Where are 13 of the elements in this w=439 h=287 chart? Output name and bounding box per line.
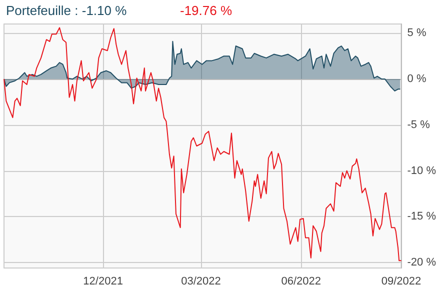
y-tick-label: -20 % [407, 256, 436, 268]
y-tick-label: -10 % [407, 164, 436, 177]
text: Portefeuille : -1.10 % [6, 3, 128, 18]
y-tick-label: -5 % [407, 118, 430, 131]
text: -19.76 % [180, 3, 232, 18]
y-tick-label: -15 % [407, 210, 436, 223]
y-tick-label: 0 % [407, 73, 426, 86]
x-tick-label: 06/2022 [281, 276, 322, 287]
y-tick-label: 5 % [407, 27, 426, 40]
line-series [4, 27, 402, 262]
x-tick-label: 09/2022 [381, 276, 422, 287]
x-tick-label: 03/2022 [181, 276, 221, 287]
x-tick-label: 12/2021 [83, 276, 123, 287]
